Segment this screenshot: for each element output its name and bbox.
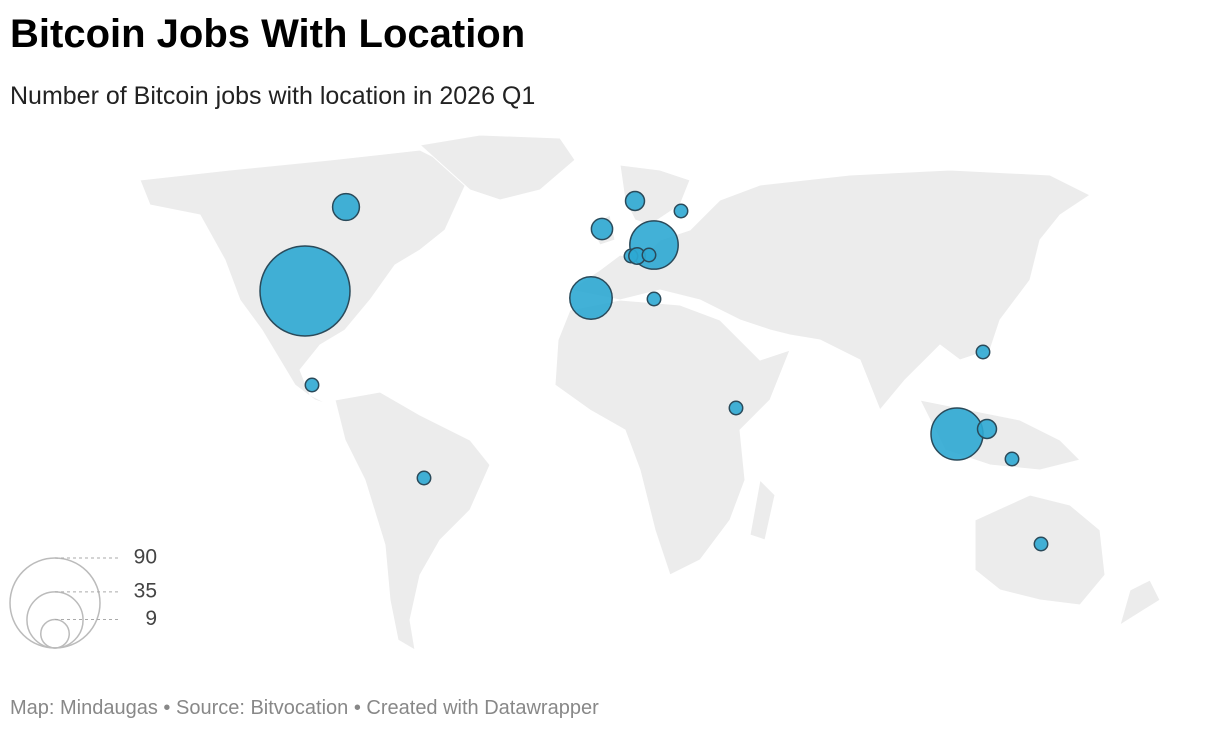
bubble (590, 217, 614, 241)
bubble (259, 245, 351, 337)
bubble (1004, 451, 1020, 467)
bubble (331, 192, 361, 222)
legend-circle (40, 618, 70, 649)
legend-label: 9 (145, 607, 157, 630)
bubble (673, 203, 689, 219)
footer: Map: Mindaugas • Source: Bitvocation • C… (10, 697, 599, 719)
subtitle: Number of Bitcoin jobs with location in … (10, 82, 536, 110)
bubble (569, 276, 613, 320)
legend-circle (9, 557, 101, 649)
bubble (728, 400, 744, 416)
bubble (976, 418, 998, 440)
bubble (975, 344, 991, 360)
bubble (646, 291, 662, 307)
legend-label: 90 (134, 546, 157, 569)
bubble (930, 407, 984, 461)
legend-label: 35 (134, 579, 157, 602)
bubble (304, 377, 320, 393)
bubble (1033, 536, 1049, 552)
land (139, 134, 1161, 651)
title: Bitcoin Jobs With Location (10, 12, 526, 56)
bubble (416, 470, 432, 486)
bubble (624, 190, 646, 212)
bubble (641, 247, 657, 263)
